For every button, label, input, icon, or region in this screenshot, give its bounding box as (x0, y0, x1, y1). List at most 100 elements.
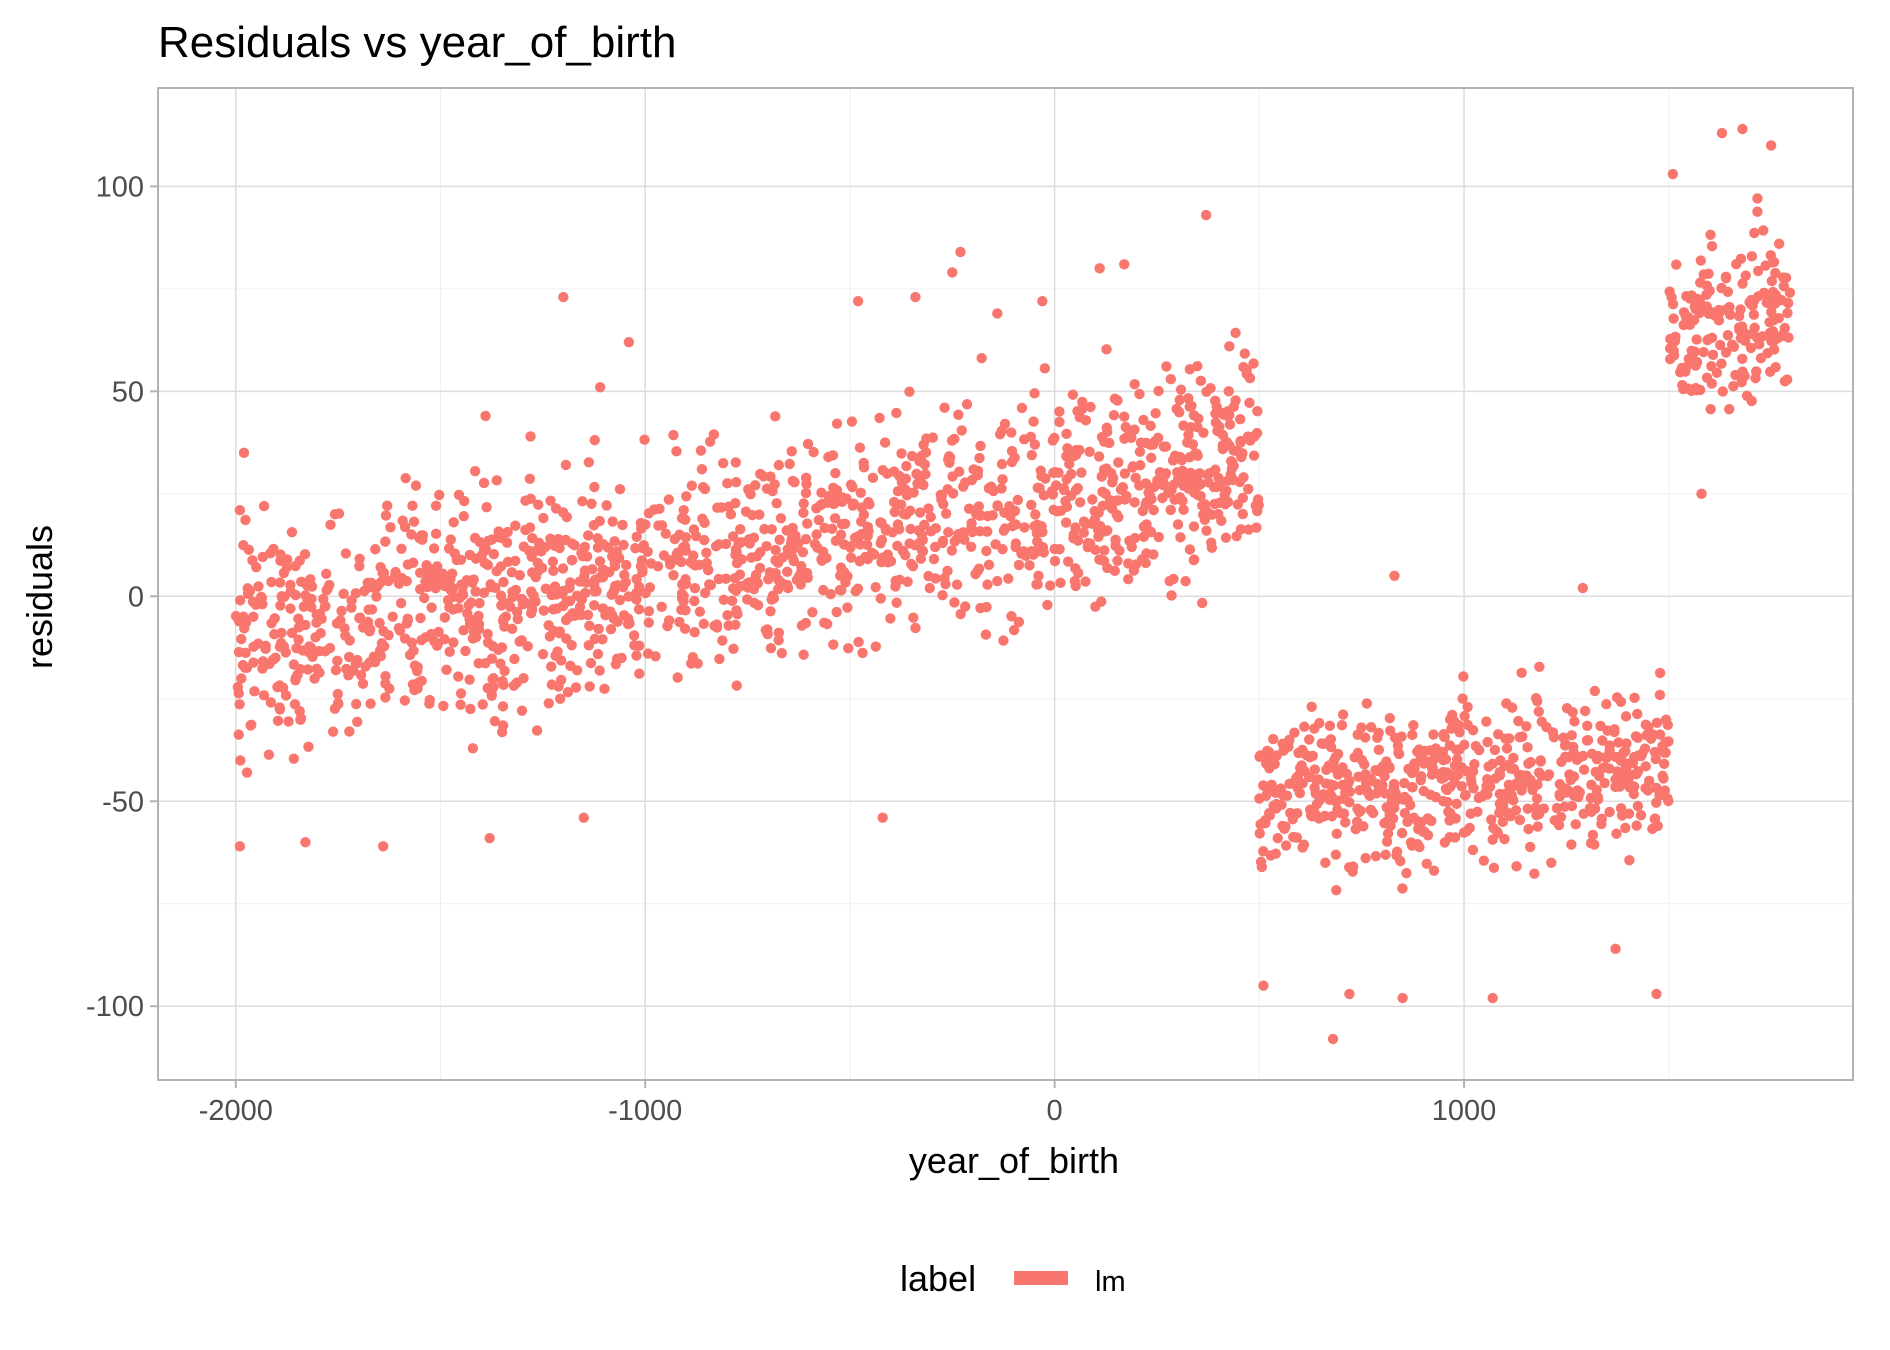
data-point (1297, 842, 1308, 853)
data-point (1495, 755, 1506, 766)
data-point (860, 551, 871, 563)
data-point (956, 425, 967, 436)
data-point (516, 593, 528, 605)
data-point (727, 531, 739, 542)
data-point (1579, 705, 1591, 717)
data-point (478, 477, 490, 489)
data-point (439, 612, 451, 623)
data-point (1082, 542, 1093, 553)
data-point (1566, 730, 1577, 741)
data-point (362, 616, 374, 628)
data-point (1599, 777, 1610, 789)
data-point (782, 566, 793, 577)
data-point (311, 609, 322, 620)
data-point (340, 548, 352, 559)
data-point (888, 496, 900, 508)
data-point (586, 498, 597, 509)
data-point (1304, 752, 1316, 763)
data-point (1016, 402, 1028, 414)
data-point (695, 445, 707, 456)
data-point (1635, 810, 1647, 821)
data-point (1365, 722, 1377, 733)
data-point (656, 601, 667, 613)
data-point (1668, 313, 1679, 324)
data-point (846, 416, 858, 427)
data-point (1054, 406, 1065, 417)
data-point (1135, 460, 1146, 471)
data-point (798, 649, 809, 660)
data-point (455, 699, 466, 710)
data-point (631, 594, 642, 605)
data-point (858, 509, 870, 520)
data-point (1510, 805, 1522, 816)
data-point (1050, 480, 1062, 491)
data-point (1635, 750, 1647, 762)
data-point (558, 507, 569, 518)
data-point (1765, 140, 1777, 151)
data-point (1048, 504, 1059, 515)
data-point (668, 429, 679, 441)
data-point (1216, 515, 1227, 526)
data-point (577, 551, 588, 562)
data-point (1165, 504, 1176, 516)
data-point (831, 418, 843, 429)
data-point (447, 583, 459, 594)
data-point (817, 546, 829, 558)
data-point (1778, 281, 1790, 292)
data-point (473, 658, 484, 669)
data-point (491, 565, 502, 577)
data-point (1129, 379, 1140, 390)
data-point (928, 553, 940, 565)
data-point (730, 585, 742, 596)
data-point (1293, 747, 1304, 759)
data-point (1664, 286, 1675, 297)
data-point (237, 659, 249, 671)
data-point (1632, 800, 1644, 812)
data-point (1599, 761, 1610, 773)
data-point (944, 452, 956, 463)
data-point (825, 588, 836, 600)
data-point (1578, 808, 1589, 819)
data-point (996, 483, 1007, 494)
data-point (1678, 383, 1689, 395)
data-point (1277, 789, 1289, 801)
data-point (543, 698, 554, 709)
data-point (858, 457, 869, 469)
data-point (246, 719, 257, 731)
data-point (1190, 448, 1201, 459)
data-point (1596, 818, 1607, 830)
data-point (1217, 440, 1228, 451)
data-point (1412, 816, 1424, 827)
data-point (828, 639, 839, 650)
data-point (672, 547, 683, 558)
data-point (711, 619, 723, 630)
data-point (1226, 463, 1238, 474)
data-point (1758, 225, 1769, 236)
data-point (1036, 471, 1047, 482)
data-point (1098, 555, 1110, 567)
data-point (1167, 455, 1179, 466)
data-point (516, 635, 527, 646)
data-point (852, 531, 864, 542)
data-point (289, 699, 301, 710)
data-point (786, 446, 797, 457)
data-point (1487, 758, 1498, 769)
data-point (1740, 270, 1751, 281)
data-point (1654, 729, 1666, 740)
data-point (729, 573, 741, 584)
data-point (1013, 559, 1025, 571)
data-point (1541, 721, 1552, 733)
data-point (1266, 753, 1277, 765)
data-point (487, 641, 499, 652)
data-point (731, 558, 743, 569)
data-point (560, 459, 572, 471)
data-point (1239, 348, 1250, 359)
data-point (1030, 509, 1041, 520)
data-point (344, 651, 355, 663)
data-point (740, 506, 752, 517)
data-point (448, 517, 459, 528)
data-point (855, 487, 866, 498)
data-point (1407, 729, 1418, 741)
data-point (385, 522, 396, 533)
data-point (235, 595, 246, 606)
